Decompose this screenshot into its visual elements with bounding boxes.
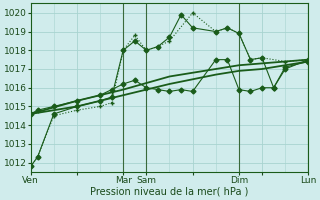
X-axis label: Pression niveau de la mer( hPa ): Pression niveau de la mer( hPa ) — [90, 187, 249, 197]
